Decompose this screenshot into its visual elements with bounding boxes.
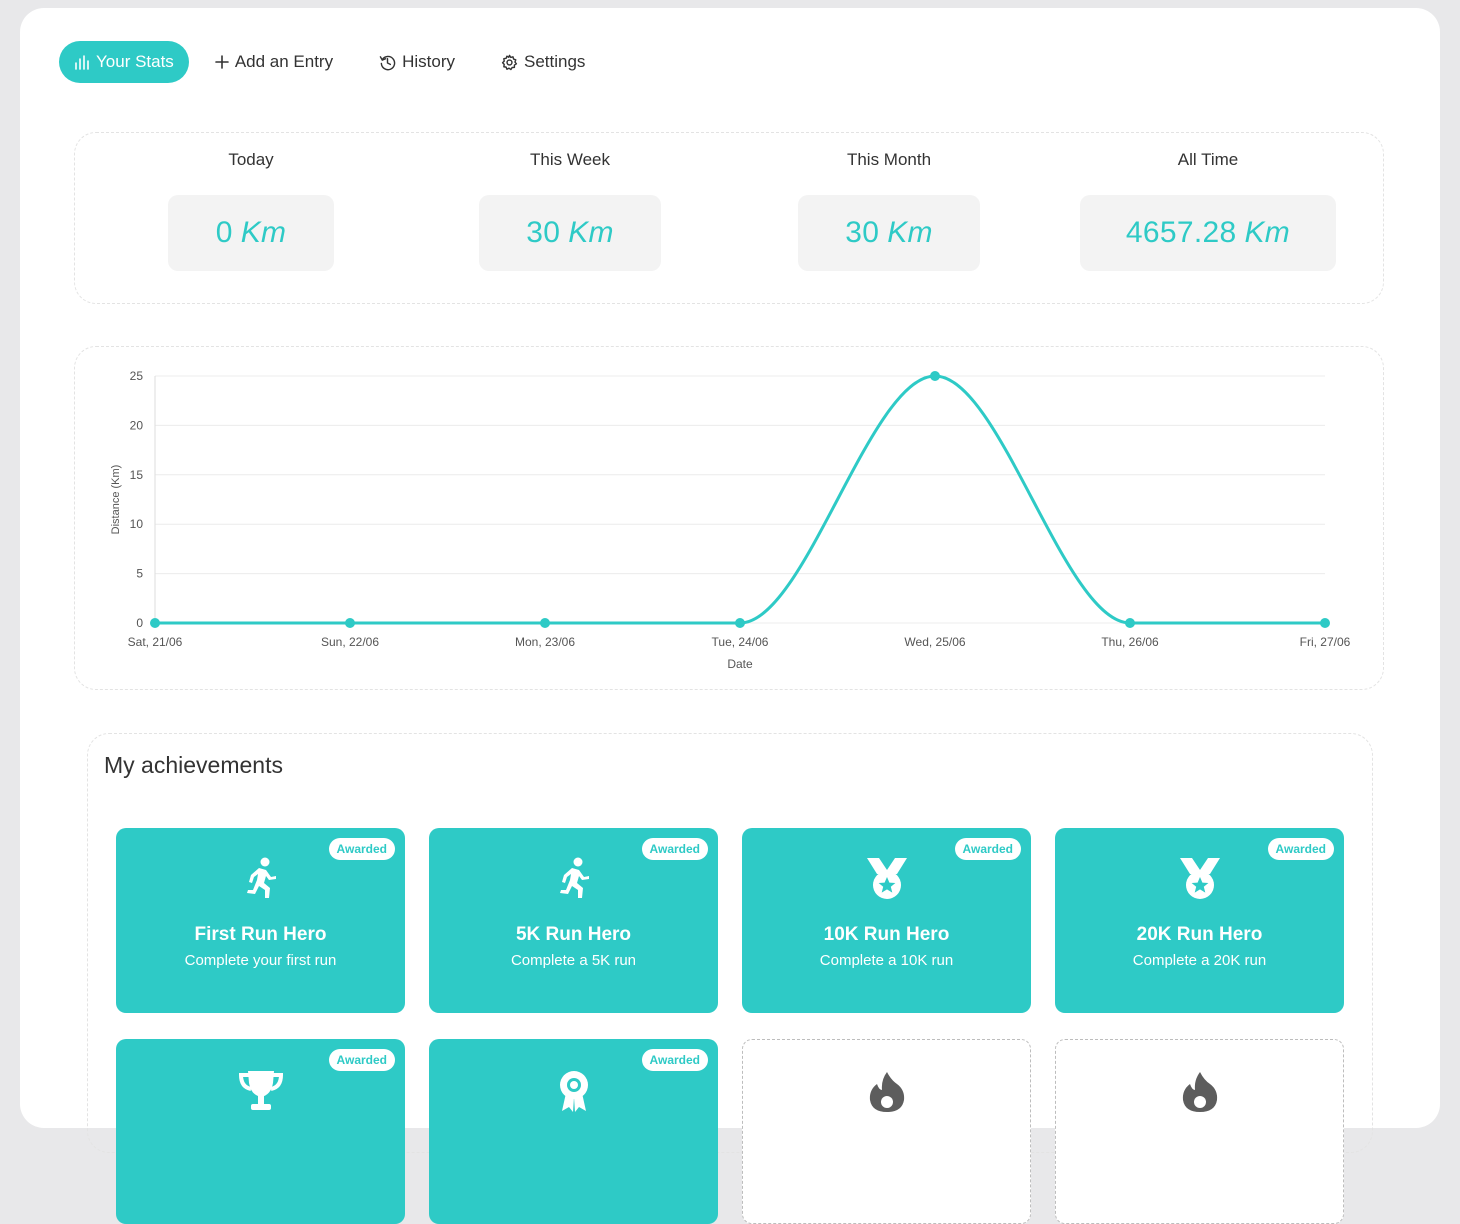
achievement-card[interactable]: Awarded bbox=[116, 1039, 405, 1224]
y-tick-label: 10 bbox=[130, 517, 144, 531]
nav-your-stats[interactable]: Your Stats bbox=[59, 41, 189, 83]
x-tick-label: Wed, 25/06 bbox=[904, 635, 965, 649]
stat-value-box: 4657.28 Km bbox=[1080, 195, 1336, 271]
achievement-card-locked[interactable] bbox=[1055, 1039, 1344, 1224]
stat-unit: Km bbox=[1244, 216, 1291, 249]
achievement-card[interactable]: Awarded 20K Run Hero Complete a 20K run bbox=[1055, 828, 1344, 1013]
achievement-card[interactable]: Awarded First Run Hero Complete your fir… bbox=[116, 828, 405, 1013]
nav-label: History bbox=[402, 52, 455, 71]
achievement-desc: Complete a 20K run bbox=[1132, 952, 1267, 969]
stat-unit: Km bbox=[240, 216, 287, 249]
stat-value: 30 bbox=[845, 216, 880, 249]
stat-value: 0 bbox=[215, 216, 233, 249]
x-tick-label: Thu, 26/06 bbox=[1101, 635, 1159, 649]
data-point bbox=[735, 618, 745, 628]
awarded-badge: Awarded bbox=[328, 1049, 395, 1071]
medal-icon bbox=[1178, 856, 1222, 907]
awarded-badge: Awarded bbox=[641, 1049, 708, 1071]
stat-unit: Km bbox=[568, 216, 614, 249]
achievement-name: 5K Run Hero bbox=[515, 924, 632, 945]
main-card: Your Stats Add an Entry History Settings… bbox=[20, 8, 1440, 1224]
x-tick-label: Fri, 27/06 bbox=[1300, 635, 1351, 649]
achievement-name: 10K Run Hero bbox=[823, 924, 950, 945]
achievement-card[interactable]: Awarded 10K Run Hero Complete a 10K run bbox=[742, 828, 1031, 1013]
trophy-icon bbox=[237, 1069, 285, 1118]
data-point bbox=[150, 618, 160, 628]
y-tick-label: 15 bbox=[130, 468, 144, 482]
data-point bbox=[1320, 618, 1330, 628]
achievement-desc: Complete a 5K run bbox=[510, 952, 637, 969]
achievement-name: 20K Run Hero bbox=[1136, 924, 1263, 945]
nav-label: Your Stats bbox=[96, 52, 174, 71]
award-ribbon-icon bbox=[554, 1069, 594, 1118]
nav-add-entry[interactable]: Add an Entry bbox=[195, 41, 353, 83]
medal-icon bbox=[865, 856, 909, 907]
x-axis-label: Date bbox=[727, 657, 753, 671]
y-tick-label: 20 bbox=[130, 418, 144, 432]
x-tick-label: Tue, 24/06 bbox=[712, 635, 769, 649]
gear-icon bbox=[501, 54, 518, 71]
nav-label: Settings bbox=[524, 52, 586, 71]
stat-value: 30 bbox=[526, 216, 561, 249]
achievement-card[interactable]: Awarded 5K Run Hero Complete a 5K run bbox=[429, 828, 718, 1013]
achievement-name: First Run Hero bbox=[194, 924, 327, 945]
data-point bbox=[540, 618, 550, 628]
nav-settings[interactable]: Settings bbox=[481, 41, 605, 83]
stat-unit: Km bbox=[887, 216, 933, 249]
distance-line-chart: 0 5 10 15 20 25 Sat, 21/06 Sun, 22/06 Mon, 23/06… bbox=[110, 369, 1351, 671]
awarded-badge: Awarded bbox=[954, 838, 1021, 860]
flame-icon bbox=[1180, 1070, 1220, 1119]
y-tick-label: 0 bbox=[136, 616, 143, 630]
y-axis-label: Distance (Km) bbox=[110, 465, 122, 535]
distance-chart-card: 0 5 10 15 20 25 Sat, 21/06 Sun, 22/06 Mon, 23/06… bbox=[74, 346, 1384, 690]
y-tick-label: 25 bbox=[130, 369, 144, 383]
data-point bbox=[930, 371, 940, 381]
stat-value-box: 30 Km bbox=[798, 195, 980, 271]
nav-history[interactable]: History bbox=[359, 41, 475, 83]
y-tick-label: 5 bbox=[136, 567, 143, 581]
stats-summary: Today 0 Km This Week 30 Km This Month 30 Km… bbox=[74, 132, 1384, 304]
achievements-title: My achievements bbox=[104, 752, 283, 778]
achievement-card-locked[interactable] bbox=[742, 1039, 1031, 1224]
stat-label: This Week bbox=[530, 150, 610, 169]
x-tick-label: Sun, 22/06 bbox=[321, 635, 379, 649]
runner-icon bbox=[241, 856, 281, 905]
stat-value-box: 30 Km bbox=[479, 195, 661, 271]
stat-label: All Time bbox=[1177, 150, 1239, 169]
awarded-badge: Awarded bbox=[641, 838, 708, 860]
runner-icon bbox=[554, 856, 594, 905]
achievement-desc: Complete your first run bbox=[184, 952, 337, 969]
top-nav: Your Stats Add an Entry History Settings bbox=[59, 41, 611, 83]
history-icon bbox=[379, 54, 396, 71]
nav-label: Add an Entry bbox=[234, 52, 334, 71]
achievements-section: My achievements Awarded First Run Hero C… bbox=[87, 733, 1373, 1224]
x-tick-label: Mon, 23/06 bbox=[515, 635, 575, 649]
series-line bbox=[155, 374, 1325, 625]
stat-value-box: 0 Km bbox=[168, 195, 334, 271]
achievement-card[interactable]: Awarded bbox=[429, 1039, 718, 1224]
achievement-desc: Complete a 10K run bbox=[819, 952, 954, 969]
stat-label: Today bbox=[228, 150, 274, 169]
awarded-badge: Awarded bbox=[328, 838, 395, 860]
data-point bbox=[345, 618, 355, 628]
stat-label: This Month bbox=[846, 150, 932, 169]
bar-chart-icon bbox=[74, 54, 90, 70]
x-tick-label: Sat, 21/06 bbox=[128, 635, 183, 649]
awarded-badge: Awarded bbox=[1267, 838, 1334, 860]
plus-icon bbox=[215, 55, 229, 69]
data-point bbox=[1125, 618, 1135, 628]
stat-value: 4657.28 bbox=[1125, 216, 1237, 249]
flame-icon bbox=[867, 1070, 907, 1119]
